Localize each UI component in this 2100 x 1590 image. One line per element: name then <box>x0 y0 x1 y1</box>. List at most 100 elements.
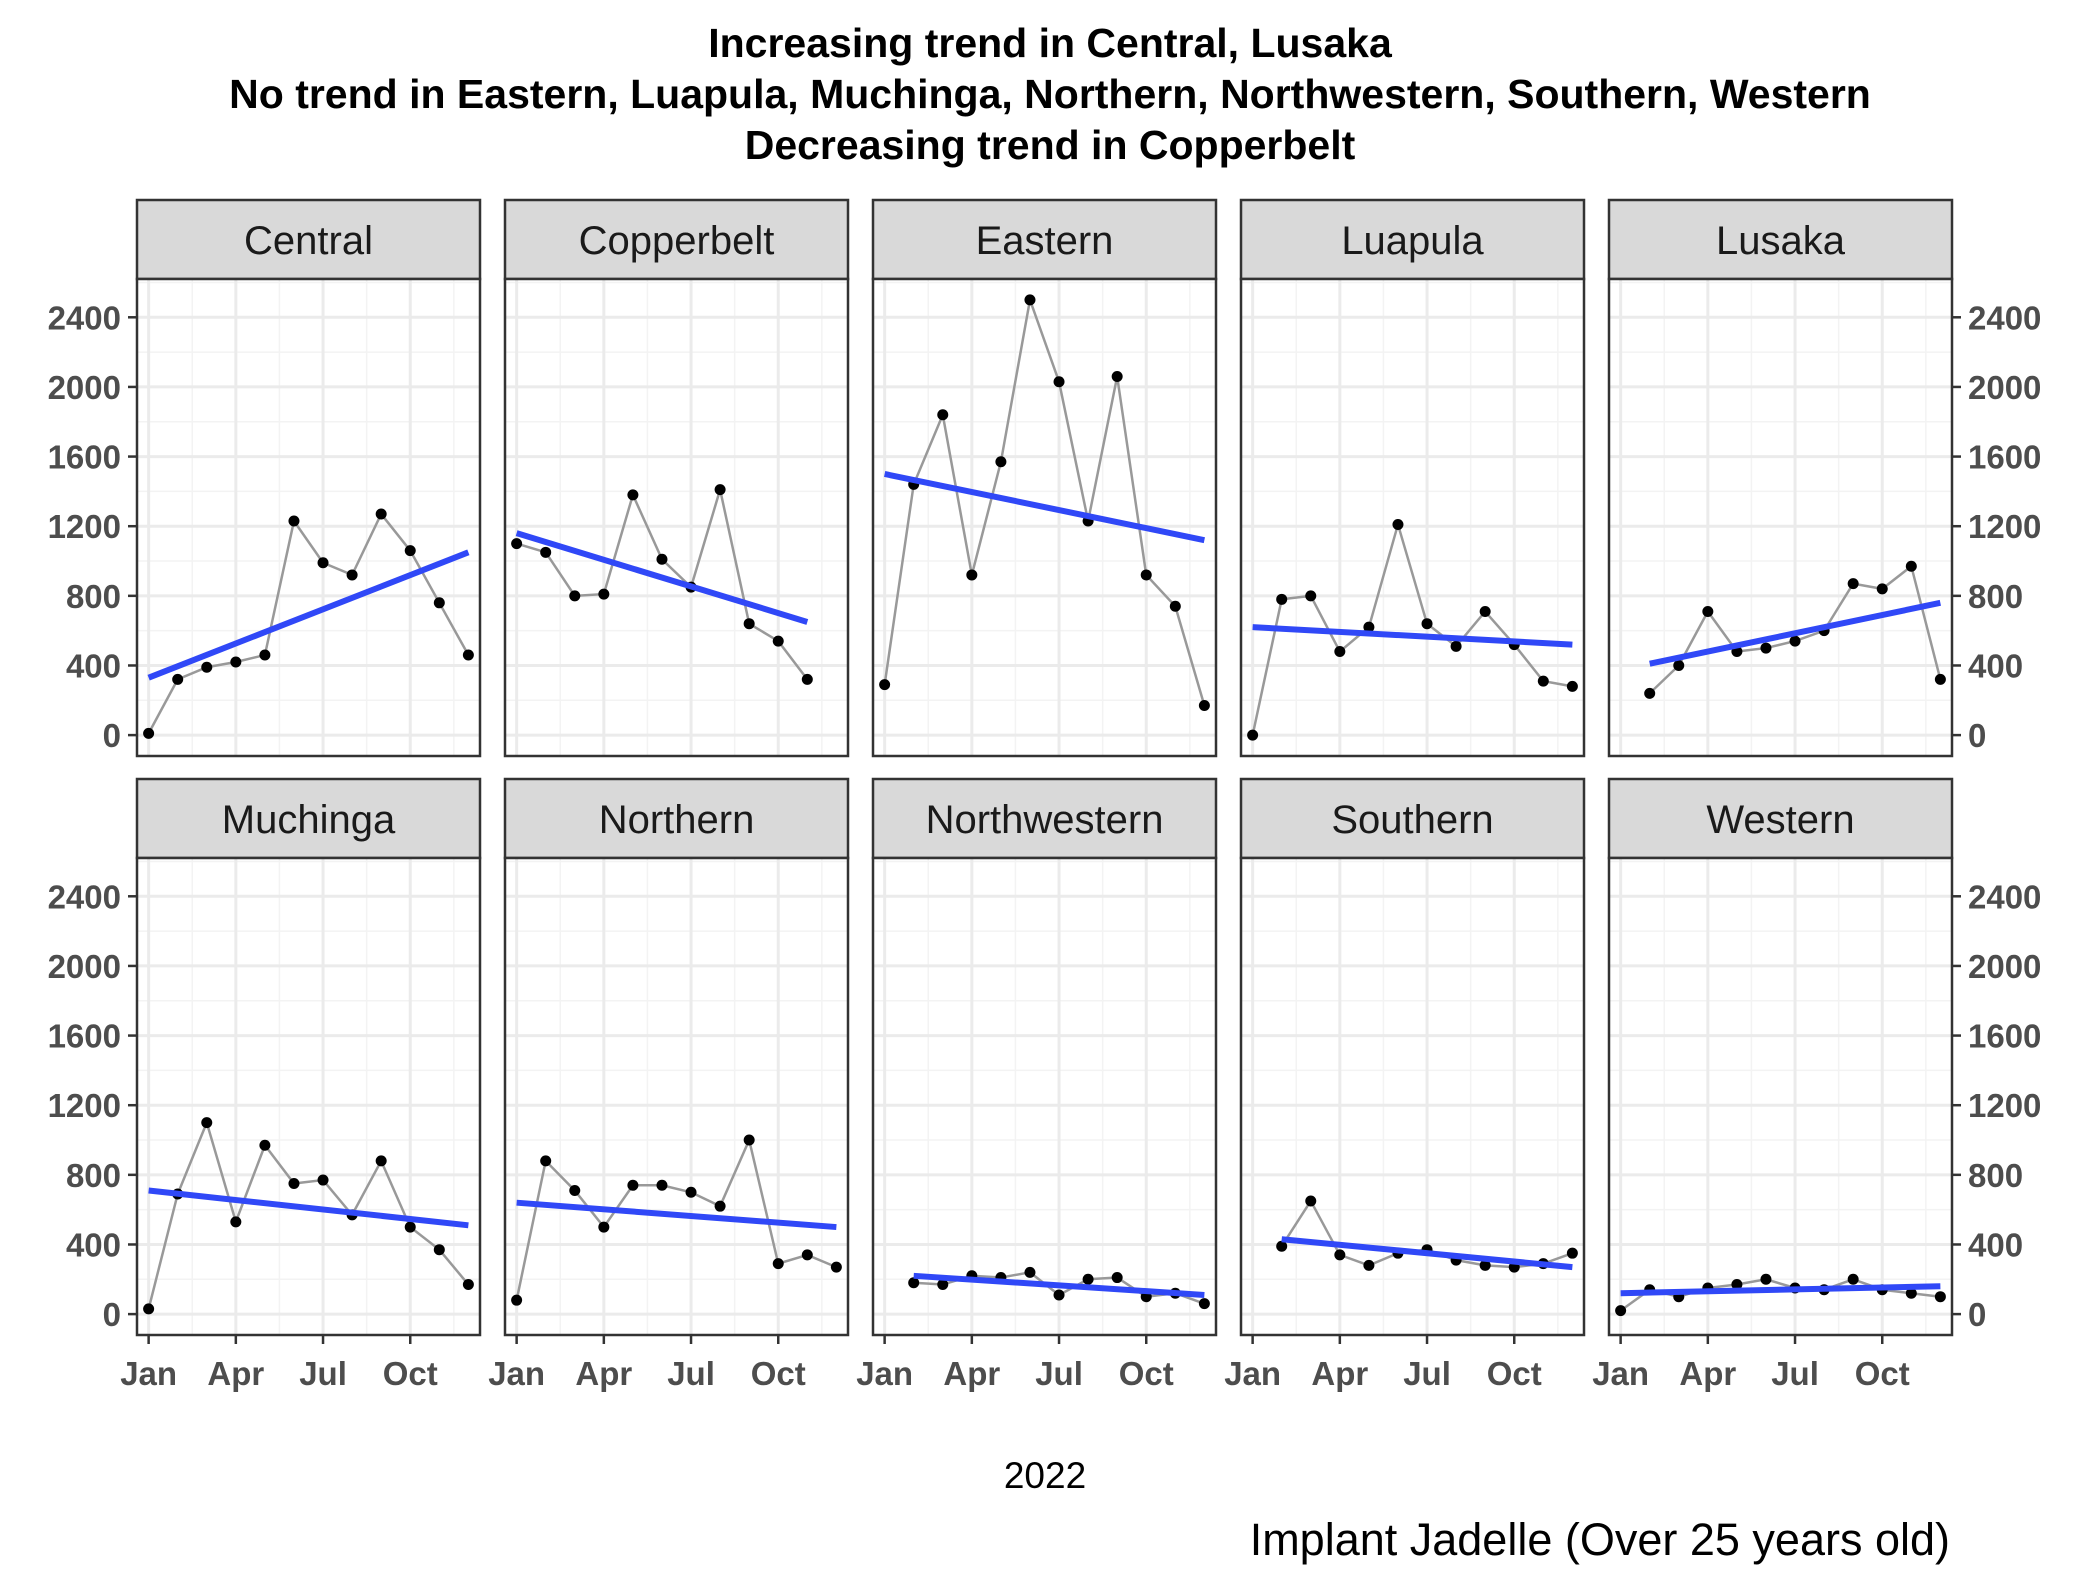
x-tick-label: Oct <box>383 1355 438 1392</box>
y-tick-label: 1200 <box>1968 508 2041 545</box>
data-point <box>346 569 358 581</box>
facet-strip <box>503 777 850 860</box>
facet-strip-label: Copperbelt <box>579 219 775 263</box>
facet-western: Western 0 400 800 1200 1600 2000 2400 Jan Apr Jul O… <box>1592 777 2041 1392</box>
data-point <box>1276 1240 1288 1252</box>
trend-line <box>884 471 1205 544</box>
data-point <box>1905 560 1917 572</box>
data-point <box>288 1178 300 1190</box>
y-tick-label: 400 <box>1968 647 2023 684</box>
data-point <box>317 1174 329 1186</box>
y-tick-label: 400 <box>1968 1226 2023 1263</box>
data-point <box>1276 593 1288 605</box>
y-tick-label: 2000 <box>1968 369 2041 406</box>
data-point <box>1566 680 1578 692</box>
data-point <box>230 656 242 668</box>
data-point <box>404 545 416 557</box>
facet-strip-label: Northwestern <box>926 798 1164 842</box>
facet-strip <box>1607 777 1954 860</box>
chart-title-line-3: Decreasing trend in Copperbelt <box>745 122 1356 168</box>
data-point <box>1847 578 1859 590</box>
facet-panel-background <box>137 279 480 756</box>
y-tick-label: 2000 <box>1968 948 2041 985</box>
x-tick-label: Apr <box>1311 1355 1368 1392</box>
facet-panel-border <box>503 856 850 1337</box>
data-point <box>656 1179 668 1191</box>
facet-strip <box>135 198 482 281</box>
x-tick-label: Oct <box>751 1355 806 1392</box>
facet-panel-background <box>505 279 848 756</box>
data-point <box>1024 294 1036 306</box>
facet-northwestern: Northwestern Jan Apr Jul Oct <box>856 777 1218 1392</box>
y-tick-label: 800 <box>66 1157 121 1194</box>
data-point <box>1731 1279 1743 1291</box>
y-tick-label: 2000 <box>48 948 121 985</box>
data-point <box>1702 606 1714 618</box>
x-axis-label: 2022 <box>1004 1455 1086 1496</box>
data-point <box>627 1179 639 1191</box>
y-tick-label: 0 <box>1968 717 1986 754</box>
y-tick-label: 400 <box>66 1226 121 1263</box>
data-point <box>879 679 891 691</box>
data-point <box>462 1279 474 1291</box>
data-point <box>230 1216 242 1228</box>
facet-eastern: Eastern <box>871 198 1218 758</box>
y-tick-label: 1600 <box>48 439 121 476</box>
facet-northern: Northern Jan Apr Jul Oct <box>488 777 850 1392</box>
data-point <box>1111 1272 1123 1284</box>
x-tick-label: Oct <box>1855 1355 1910 1392</box>
data-point <box>1111 370 1123 382</box>
facet-panel-border <box>871 856 1218 1337</box>
data-point <box>375 508 387 520</box>
facet-central: Central 0 400 800 1200 1600 2000 2400 <box>48 198 482 758</box>
data-point <box>714 484 726 496</box>
data-point <box>966 569 978 581</box>
facet-muchinga: Muchinga 0 400 800 1200 1600 2000 2400 Jan Apr Jul… <box>48 777 482 1392</box>
x-tick-label: Apr <box>575 1355 632 1392</box>
data-point <box>511 1294 523 1306</box>
data-point <box>288 515 300 527</box>
data-point <box>714 1200 726 1212</box>
series-line <box>883 295 1206 706</box>
facet-strip-label: Central <box>244 219 373 263</box>
data-point <box>1198 700 1210 712</box>
facet-strip-label: Luapula <box>1341 219 1484 263</box>
facet-panel-background <box>1241 858 1584 1335</box>
trend-line <box>148 1187 469 1229</box>
chart-title-line-2: No trend in Eastern, Luapula, Muchinga, … <box>229 71 1871 117</box>
x-tick-label: Jul <box>667 1355 715 1392</box>
data-point <box>1847 1273 1859 1285</box>
facet-strip <box>135 777 482 860</box>
y-tick-label: 0 <box>103 1296 121 1333</box>
x-tick-label: Apr <box>207 1355 264 1392</box>
trend-line <box>516 1199 837 1231</box>
data-point <box>1198 1298 1210 1310</box>
data-point <box>540 546 552 558</box>
facet-strip-label: Northern <box>599 798 755 842</box>
y-tick-label: 2400 <box>1968 299 2041 336</box>
data-point <box>1479 606 1491 618</box>
data-point <box>772 1258 784 1270</box>
data-point <box>1760 1273 1772 1285</box>
facet-panel-border <box>871 277 1218 758</box>
trend-line <box>913 1272 1205 1298</box>
data-point <box>143 727 155 739</box>
x-tick-label: Oct <box>1487 1355 1542 1392</box>
y-tick-label: 2400 <box>48 878 121 915</box>
facet-strip <box>871 198 1218 281</box>
data-point <box>1644 687 1656 699</box>
data-point <box>1392 518 1404 530</box>
y-tick-label: 2400 <box>48 299 121 336</box>
data-point <box>743 618 755 630</box>
x-tick-label: Oct <box>1119 1355 1174 1392</box>
y-tick-label: 0 <box>103 717 121 754</box>
data-point <box>1334 1249 1346 1261</box>
facet-panel-border <box>135 856 482 1337</box>
data-point <box>1537 675 1549 687</box>
facet-panel-background <box>873 858 1216 1335</box>
facet-luapula: Luapula <box>1239 198 1586 758</box>
data-point <box>1082 1273 1094 1285</box>
data-point <box>743 1134 755 1146</box>
data-point <box>627 489 639 501</box>
